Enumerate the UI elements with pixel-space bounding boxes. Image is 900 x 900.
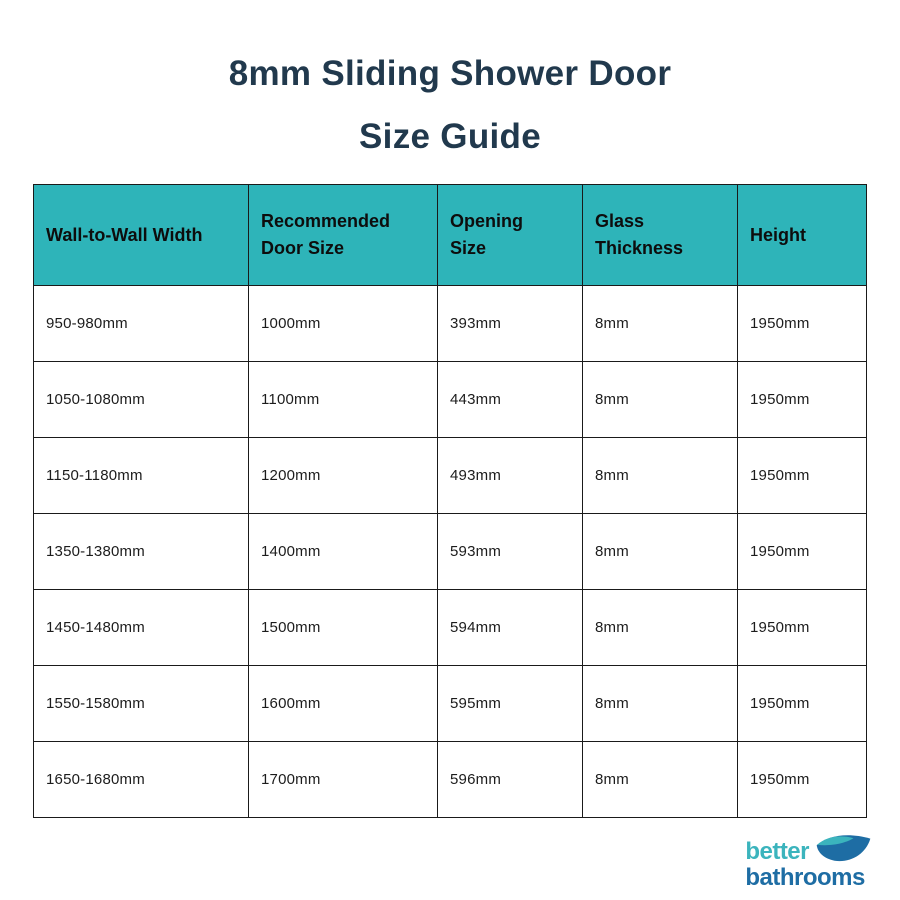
cell-opening-size: 595mm bbox=[437, 665, 583, 742]
column-header-wall-to-wall-width: Wall-to-Wall Width bbox=[33, 184, 249, 286]
cell-glass-thickness: 8mm bbox=[582, 665, 738, 742]
cell-height: 1950mm bbox=[737, 741, 867, 818]
table-row: 950-980mm 1000mm 393mm 8mm 1950mm bbox=[33, 285, 867, 362]
title-line-1: 8mm Sliding Shower Door bbox=[228, 54, 672, 93]
better-bathrooms-logo: better bathrooms bbox=[745, 832, 873, 890]
column-header-opening-size: Opening Size bbox=[437, 184, 583, 286]
cell-glass-thickness: 8mm bbox=[582, 741, 738, 818]
cell-glass-thickness: 8mm bbox=[582, 589, 738, 666]
table-row: 1450-1480mm 1500mm 594mm 8mm 1950mm bbox=[33, 589, 867, 666]
cell-glass-thickness: 8mm bbox=[582, 513, 738, 590]
cell-glass-thickness: 8mm bbox=[582, 361, 738, 438]
cell-opening-size: 443mm bbox=[437, 361, 583, 438]
cell-door-size: 1700mm bbox=[248, 741, 438, 818]
cell-height: 1950mm bbox=[737, 589, 867, 666]
cell-wall-width: 1650-1680mm bbox=[33, 741, 249, 818]
column-header-height: Height bbox=[737, 184, 867, 286]
page-title: 8mm Sliding Shower Door Size Guide bbox=[0, 42, 900, 168]
cell-wall-width: 1450-1480mm bbox=[33, 589, 249, 666]
cell-wall-width: 1350-1380mm bbox=[33, 513, 249, 590]
cell-wall-width: 950-980mm bbox=[33, 285, 249, 362]
cell-glass-thickness: 8mm bbox=[582, 437, 738, 514]
cell-opening-size: 594mm bbox=[437, 589, 583, 666]
table-row: 1150-1180mm 1200mm 493mm 8mm 1950mm bbox=[33, 437, 867, 514]
logo-word-better: better bbox=[745, 838, 809, 865]
cell-height: 1950mm bbox=[737, 437, 867, 514]
cell-height: 1950mm bbox=[737, 665, 867, 742]
table-row: 1350-1380mm 1400mm 593mm 8mm 1950mm bbox=[33, 513, 867, 590]
column-header-glass-thickness: Glass Thickness bbox=[582, 184, 738, 286]
table-row: 1550-1580mm 1600mm 595mm 8mm 1950mm bbox=[33, 665, 867, 742]
cell-opening-size: 596mm bbox=[437, 741, 583, 818]
table-row: 1050-1080mm 1100mm 443mm 8mm 1950mm bbox=[33, 361, 867, 438]
cell-wall-width: 1550-1580mm bbox=[33, 665, 249, 742]
cell-opening-size: 593mm bbox=[437, 513, 583, 590]
column-header-recommended-door-size: Recommended Door Size bbox=[248, 184, 438, 286]
size-guide-table: Wall-to-Wall Width Recommended Door Size… bbox=[33, 184, 867, 818]
cell-opening-size: 393mm bbox=[437, 285, 583, 362]
logo-word-bathrooms: bathrooms bbox=[745, 864, 865, 891]
cell-opening-size: 493mm bbox=[437, 437, 583, 514]
cell-wall-width: 1050-1080mm bbox=[33, 361, 249, 438]
title-line-2: Size Guide bbox=[359, 117, 541, 156]
cell-height: 1950mm bbox=[737, 285, 867, 362]
cell-glass-thickness: 8mm bbox=[582, 285, 738, 362]
table-header-row: Wall-to-Wall Width Recommended Door Size… bbox=[33, 184, 867, 286]
cell-wall-width: 1150-1180mm bbox=[33, 437, 249, 514]
cell-door-size: 1400mm bbox=[248, 513, 438, 590]
cell-door-size: 1100mm bbox=[248, 361, 438, 438]
cell-door-size: 1500mm bbox=[248, 589, 438, 666]
cell-height: 1950mm bbox=[737, 513, 867, 590]
wave-icon bbox=[815, 832, 873, 864]
cell-height: 1950mm bbox=[737, 361, 867, 438]
cell-door-size: 1200mm bbox=[248, 437, 438, 514]
table-row: 1650-1680mm 1700mm 596mm 8mm 1950mm bbox=[33, 741, 867, 818]
cell-door-size: 1600mm bbox=[248, 665, 438, 742]
cell-door-size: 1000mm bbox=[248, 285, 438, 362]
